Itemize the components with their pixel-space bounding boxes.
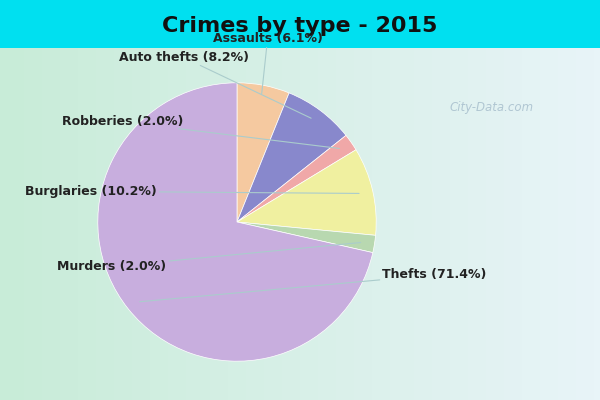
Text: Assaults (6.1%): Assaults (6.1%) — [212, 32, 323, 94]
Wedge shape — [98, 83, 373, 361]
Text: Burglaries (10.2%): Burglaries (10.2%) — [25, 185, 359, 198]
Text: City-Data.com: City-Data.com — [450, 101, 534, 114]
Text: Auto thefts (8.2%): Auto thefts (8.2%) — [119, 51, 311, 118]
Wedge shape — [237, 83, 289, 222]
Wedge shape — [237, 93, 346, 222]
Wedge shape — [237, 136, 356, 222]
Text: Crimes by type - 2015: Crimes by type - 2015 — [163, 16, 437, 36]
Wedge shape — [237, 222, 376, 253]
Text: Murders (2.0%): Murders (2.0%) — [57, 242, 361, 273]
Wedge shape — [237, 150, 376, 235]
Text: Thefts (71.4%): Thefts (71.4%) — [140, 268, 487, 302]
Text: Robberies (2.0%): Robberies (2.0%) — [62, 115, 340, 148]
